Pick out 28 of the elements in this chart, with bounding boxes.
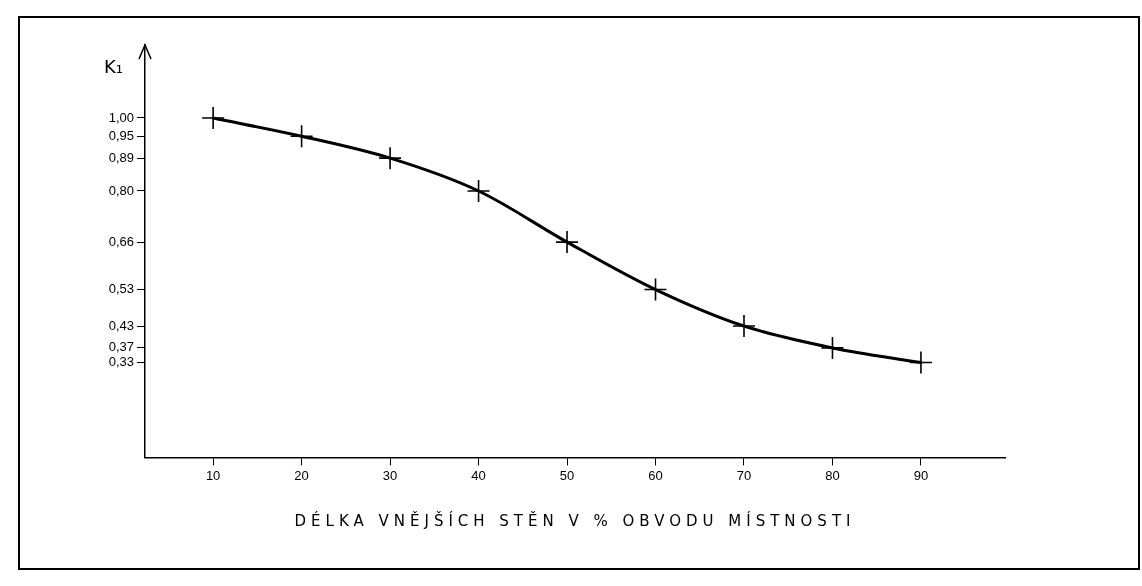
y-tick-label: 0,80 [108, 182, 134, 198]
x-tick-label: 40 [471, 467, 486, 483]
y-tick-label: 0,53 [108, 281, 134, 297]
x-tick-label: 90 [913, 467, 929, 483]
x-axis-title: DÉLKA VNĚJŠÍCH STĚN V % OBVODU MÍSTNOSTI [293, 512, 857, 530]
point [821, 336, 844, 359]
point [732, 315, 755, 338]
point [909, 351, 932, 374]
y-tick-label: 0,37 [108, 339, 134, 355]
y-tick-label: 0,43 [108, 317, 134, 333]
x-tick-label: 10 [205, 467, 221, 483]
x-tick-label: 60 [648, 467, 663, 483]
x-tick-label: 70 [736, 467, 752, 483]
x-tick-label: 30 [382, 467, 398, 483]
y-tick-label: 0,89 [108, 149, 134, 165]
y-tick-label: 0,33 [108, 354, 134, 370]
point [467, 179, 490, 202]
x-tick-label: 50 [559, 467, 575, 483]
point [556, 231, 579, 254]
point [202, 106, 225, 129]
y-tick-label: 0,66 [108, 233, 134, 249]
y-tick-label: 1,00 [108, 109, 134, 125]
x-tick-label: 80 [825, 467, 840, 483]
y-tick-label: 0,95 [108, 127, 134, 143]
point [290, 125, 313, 148]
y-axis-title: K₁ [103, 56, 123, 77]
point [379, 147, 402, 170]
x-tick-label: 20 [294, 467, 309, 483]
